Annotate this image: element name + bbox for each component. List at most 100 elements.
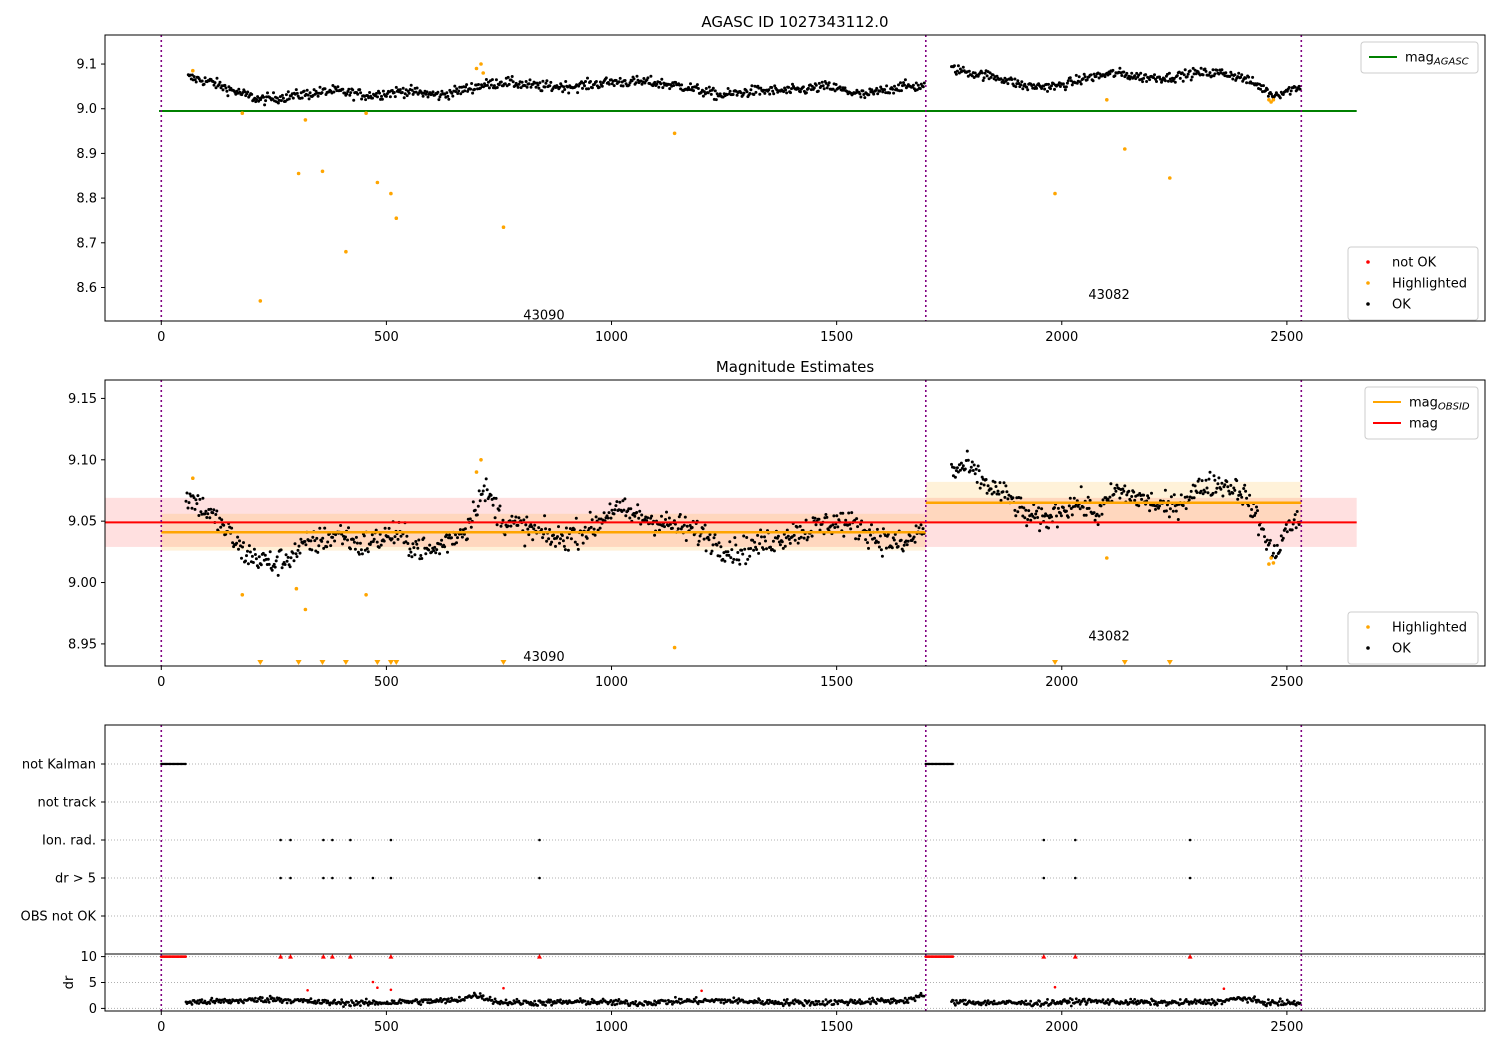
ok-point (544, 81, 548, 85)
ok-point (758, 542, 762, 546)
ok-point (963, 467, 967, 471)
ok-point (958, 67, 962, 71)
ok-point (820, 80, 824, 84)
ok-point (445, 533, 449, 537)
ok-point (295, 91, 299, 95)
dr-ok-point (807, 999, 811, 1003)
ok-point (471, 91, 475, 95)
clipped-low-marker (393, 660, 400, 665)
ok-point (1243, 483, 1247, 487)
ok-point (757, 551, 761, 555)
dr-ok-point (208, 1002, 212, 1005)
ok-point (520, 80, 524, 84)
ok-point (199, 510, 203, 514)
ok-point (498, 504, 502, 508)
ok-point (881, 90, 885, 94)
dr-ok-point (1019, 1002, 1023, 1006)
ok-point (776, 534, 780, 538)
ok-point (1169, 495, 1173, 499)
ok-point (752, 93, 756, 96)
highlighted-point (501, 225, 506, 229)
ok-point (1262, 527, 1265, 531)
ok-point (1014, 514, 1018, 518)
highlighted-point (240, 593, 245, 597)
ok-point (1036, 516, 1040, 519)
dr-ok-point (1255, 1000, 1258, 1004)
ok-point (758, 92, 762, 96)
ok-point (847, 511, 851, 515)
ok-point (1034, 512, 1038, 516)
ok-point (554, 544, 557, 548)
ok-point (374, 528, 378, 532)
dr-ok-point (493, 997, 497, 1001)
ok-point (218, 516, 222, 520)
ok-point (468, 517, 472, 521)
ok-point (621, 84, 625, 88)
ok-point (825, 515, 829, 519)
ok-point (1006, 82, 1010, 86)
ok-point (407, 91, 411, 95)
dr-ok-point (1101, 998, 1105, 1002)
ok-point (1087, 506, 1091, 510)
ok-point (764, 539, 767, 543)
ok-point (594, 515, 598, 519)
ok-point (242, 541, 245, 545)
ok-point (826, 83, 830, 87)
ok-point (322, 546, 326, 550)
ok-point (1166, 79, 1170, 83)
ok-point (588, 510, 592, 514)
highlighted-point (474, 66, 479, 71)
highlighted-point (1105, 556, 1109, 560)
ok-point (612, 84, 616, 88)
highlighted-point (481, 71, 486, 75)
dr-ok-point (1277, 1000, 1281, 1003)
ok-point (352, 98, 356, 102)
dr-ok-point (267, 1000, 271, 1004)
ok-point (844, 518, 848, 522)
dr-ok-point (952, 999, 955, 1002)
ok-point (393, 535, 397, 539)
ok-point (1263, 535, 1266, 539)
dr-not-ok-point (1053, 985, 1057, 989)
ok-point (1185, 75, 1189, 79)
ok-point (1061, 82, 1065, 86)
dr-ok-point (342, 1005, 345, 1008)
dr-ok-point (756, 1001, 759, 1004)
top-status-legend-dot-swatch (1366, 260, 1370, 264)
ok-point (401, 86, 405, 90)
dr-ok-point (792, 1002, 796, 1006)
ok-point (558, 541, 561, 545)
ok-point (1043, 87, 1047, 91)
ok-point (959, 461, 963, 465)
highlighted-point (1053, 191, 1057, 196)
ok-point (451, 94, 455, 98)
ok-point (1070, 83, 1074, 87)
ok-point (456, 536, 459, 540)
ok-point (1031, 514, 1035, 518)
ok-point (706, 91, 710, 95)
ok-point (562, 544, 566, 548)
mid-ytick-label: 9.10 (68, 453, 97, 468)
ok-point (1021, 87, 1025, 91)
ok-point (831, 523, 835, 527)
dr-ok-point (871, 996, 874, 1000)
ok-point (1225, 480, 1229, 484)
ok-point (1121, 487, 1125, 491)
ok-point (921, 85, 925, 89)
ok-point (420, 557, 424, 560)
ok-point (843, 86, 847, 90)
ok-point (618, 76, 622, 80)
ok-point (434, 551, 438, 555)
ok-point (781, 546, 785, 550)
ok-point (213, 81, 217, 85)
dr-ok-point (1046, 998, 1049, 1001)
ok-point (598, 80, 602, 84)
ok-point (399, 534, 403, 538)
ok-point (743, 547, 747, 551)
ok-point (402, 96, 406, 100)
ok-point (394, 85, 398, 89)
ok-point (438, 95, 442, 99)
highlighted-point (479, 62, 483, 66)
ok-point (1092, 511, 1096, 515)
